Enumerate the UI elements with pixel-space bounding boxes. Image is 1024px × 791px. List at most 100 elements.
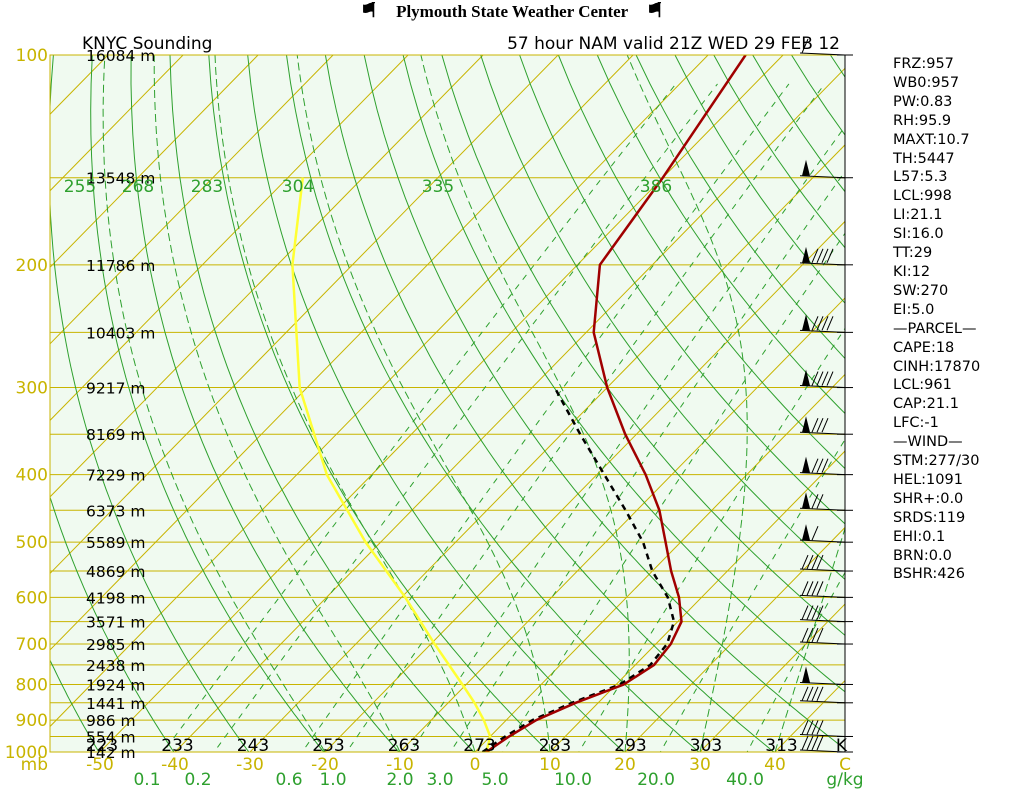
index-item: EI:5.0 <box>893 301 935 318</box>
dry-adiabat-line <box>50 495 175 752</box>
dry-adiabat-line <box>402 55 845 693</box>
height-label: 986 m <box>86 712 136 730</box>
pressure-label: 1000 <box>5 743 48 763</box>
mixing-ratio-tick-label: 0.6 <box>275 770 302 790</box>
mixing-ratio-tick-label: 0.1 <box>133 770 160 790</box>
temperature-tick-label: 10 <box>539 755 561 775</box>
parcel-path-line <box>291 177 492 752</box>
sounding-indices: FRZ:957 WB0:957 PW:0.83 RH:95.9 MAXT:10.7 TH:… <box>893 55 980 584</box>
temperature-tick-label: -20 <box>311 755 339 775</box>
height-label: 10403 m <box>86 324 155 342</box>
mb-label: mb <box>21 755 48 775</box>
isotherm-line <box>549 450 845 752</box>
theta-unit-label: K <box>836 736 848 756</box>
isotherm-line <box>699 603 845 752</box>
dry-adiabat-line <box>169 55 475 752</box>
isotherm-line <box>50 55 559 575</box>
index-item: L57:5.3 <box>893 169 948 186</box>
dry-adiabat-line <box>50 659 100 752</box>
temperature-tick-label: 20 <box>614 755 636 775</box>
dewpoint-line <box>481 386 676 752</box>
temperature-tick-label: -30 <box>236 755 264 775</box>
moist-adiabat-line <box>420 55 630 752</box>
height-label: 2985 m <box>86 636 145 654</box>
index-item: —PARCEL— <box>893 320 977 337</box>
height-label: 11786 m <box>86 257 155 275</box>
mixing-ratio-tick-label: 5.0 <box>481 770 508 790</box>
height-label: 5589 m <box>86 534 145 552</box>
height-label: 6373 m <box>86 502 145 520</box>
index-item: CAPE:18 <box>893 339 955 356</box>
height-label: 16084 m <box>86 47 155 65</box>
mixing-ratio-line <box>301 83 790 752</box>
moist-adiabat-line <box>102 55 326 752</box>
isotherm-line <box>324 220 845 752</box>
dry-adiabat-line <box>130 55 400 752</box>
mixing-ratio-tick-label: 20.0 <box>637 770 675 790</box>
mixing-ratio-tick-label: 2.0 <box>386 770 413 790</box>
wind-barb <box>799 314 846 333</box>
isotherm-line <box>50 55 259 269</box>
isotherm-line <box>399 297 845 752</box>
moist-adiabat-line <box>153 55 401 752</box>
index-item: LCL:998 <box>893 188 952 205</box>
theta-label: 243 <box>237 736 269 756</box>
mixing-ratio-line <box>345 83 826 752</box>
dry-adiabat-line <box>441 55 845 637</box>
mixing-ratio-tick-label: 3.0 <box>426 770 453 790</box>
temperature-tick-label: -50 <box>86 755 114 775</box>
index-item: EHI:0.1 <box>893 528 946 545</box>
theta-e-label: 255 <box>64 177 96 197</box>
mixing-ratio-line <box>746 571 845 752</box>
mixing-ratio-line <box>659 438 845 752</box>
wind-barb <box>799 666 846 685</box>
index-item: CAP:21.1 <box>893 396 959 413</box>
isotherm-line <box>474 373 845 752</box>
temperature-tick-label: -10 <box>386 755 414 775</box>
isotherm-line <box>624 526 845 752</box>
index-item: SI:16.0 <box>893 226 944 243</box>
index-item: STM:277/30 <box>893 453 980 470</box>
pressure-label: 700 <box>16 635 48 655</box>
index-item: LI:21.1 <box>893 207 943 224</box>
theta-e-label: 304 <box>282 177 314 197</box>
height-label: 142 m <box>86 744 136 762</box>
pressure-label: 600 <box>16 588 48 608</box>
mixing-ratio-tick-label: 1.0 <box>319 770 346 790</box>
dry-adiabat-line <box>50 55 250 752</box>
moist-adiabat-line <box>296 55 551 752</box>
plot-area <box>50 55 845 752</box>
theta-label: 233 <box>161 736 193 756</box>
wind-barb <box>799 686 846 704</box>
isotherm-line <box>99 55 784 752</box>
index-item: CINH:17870 <box>893 358 981 375</box>
index-item: RH:95.9 <box>893 112 952 129</box>
dry-adiabat-line <box>635 55 845 360</box>
temperature-line <box>485 55 747 752</box>
height-label: 8169 m <box>86 426 145 444</box>
isotherm-line <box>50 55 409 422</box>
plot-background <box>50 55 845 752</box>
moist-adiabat-line <box>774 526 845 752</box>
wind-barb <box>799 720 846 737</box>
mixing-ratio-line <box>502 232 845 752</box>
height-label: 2438 m <box>86 657 145 675</box>
index-item: —WIND— <box>893 434 963 451</box>
dry-adiabat-line <box>286 55 700 752</box>
wind-barb <box>799 416 846 435</box>
index-item: SRDS:119 <box>893 509 966 526</box>
index-item: TT:29 <box>893 245 933 262</box>
index-item: SHR+:0.0 <box>893 490 964 507</box>
isotherm-line <box>249 144 845 752</box>
pressure-label: 400 <box>16 466 48 486</box>
height-label: 9217 m <box>86 380 145 398</box>
temperature-tick-label: -40 <box>161 755 189 775</box>
theta-e-label: 268 <box>122 177 154 197</box>
theta-e-label: 386 <box>640 177 672 197</box>
mixing-ratio-line <box>410 125 845 752</box>
theta-label: 273 <box>463 736 495 756</box>
wind-barb <box>799 369 846 389</box>
mixing-ratio-tick-label: 40.0 <box>726 770 764 790</box>
dry-adiabat-line <box>480 55 845 581</box>
